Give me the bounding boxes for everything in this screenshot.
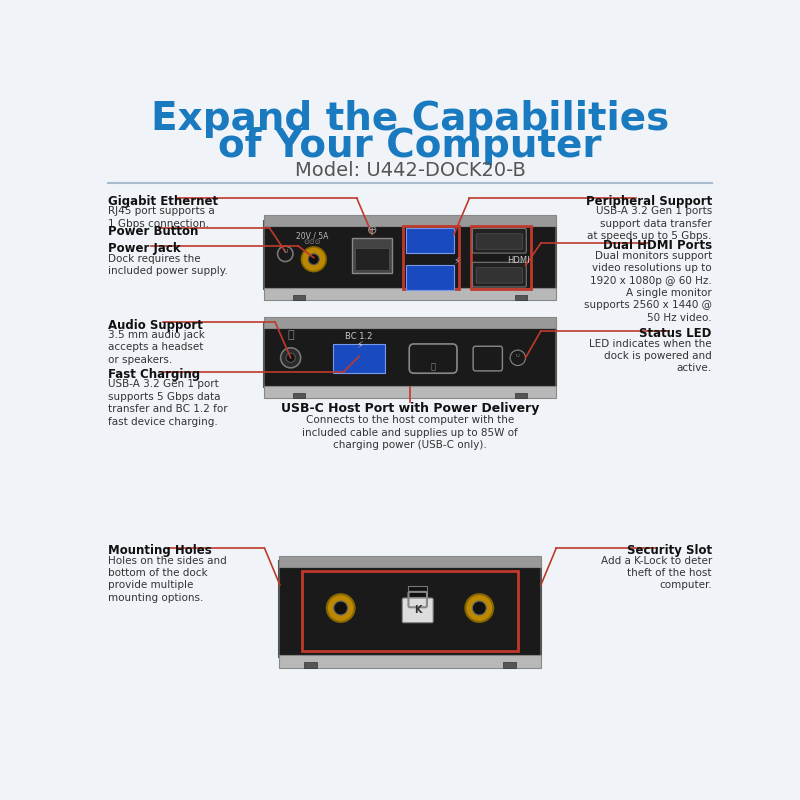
Text: ⊕: ⊕ [367,224,378,238]
Bar [302,571,518,650]
Text: Power Jack: Power Jack [108,242,181,255]
Text: 🎧: 🎧 [287,330,294,340]
Circle shape [308,254,319,265]
FancyBboxPatch shape [402,598,433,622]
Bar [515,393,527,398]
Bar [471,226,531,290]
Circle shape [334,601,348,615]
Bar [293,294,305,300]
Bar [406,266,454,290]
FancyBboxPatch shape [472,262,526,287]
Text: Holes on the sides and
bottom of the dock
provide multiple
mounting options.: Holes on the sides and bottom of the doc… [108,556,227,603]
Text: Dual monitors support
video resolutions up to
1920 x 1080p @ 60 Hz.
A single mon: Dual monitors support video resolutions … [584,250,712,322]
Text: ᵁ: ᵁ [516,354,520,362]
FancyBboxPatch shape [279,562,541,657]
Text: K: K [414,606,422,615]
Bar [403,226,458,290]
Bar [279,556,541,567]
FancyBboxPatch shape [476,268,522,283]
Circle shape [472,601,486,615]
Bar [264,386,556,398]
Text: Fast Charging: Fast Charging [108,368,200,381]
Text: BC 1.2: BC 1.2 [346,332,373,341]
Text: 3.5 mm audio jack
accepts a headset
or speakers.: 3.5 mm audio jack accepts a headset or s… [108,330,205,365]
Text: ⊙⊙⊙: ⊙⊙⊙ [303,239,321,246]
FancyBboxPatch shape [473,346,502,371]
Text: USB-C Host Port with Power Delivery: USB-C Host Port with Power Delivery [281,402,539,414]
Circle shape [286,353,295,362]
Text: Dual HDMI Ports: Dual HDMI Ports [602,239,712,252]
Circle shape [510,350,526,366]
Bar [304,662,317,668]
Circle shape [327,594,354,622]
Text: Gigabit Ethernet: Gigabit Ethernet [108,194,218,207]
Bar [333,344,386,373]
Text: of Your Computer: of Your Computer [218,127,602,165]
Bar [355,249,390,270]
Text: ᵁ: ᵁ [283,249,287,259]
FancyBboxPatch shape [264,322,556,387]
Bar [515,294,527,300]
Text: ⚡: ⚡ [453,256,460,266]
FancyBboxPatch shape [264,221,556,290]
Text: USB-A 3.2 Gen 1 ports
support data transfer
at speeds up to 5 Gbps.: USB-A 3.2 Gen 1 ports support data trans… [587,206,712,241]
Text: Audio Support: Audio Support [108,318,203,331]
Circle shape [281,348,301,368]
Bar [293,393,305,398]
Text: Security Slot: Security Slot [626,544,712,557]
Bar [264,288,556,300]
Bar [409,586,427,597]
Text: Mounting Holes: Mounting Holes [108,544,212,557]
Text: Dock requires the
included power supply.: Dock requires the included power supply. [108,254,228,276]
Text: Model: U442-DOCK20-B: Model: U442-DOCK20-B [294,161,526,180]
Text: LED indicates when the
dock is powered and
active.: LED indicates when the dock is powered a… [590,338,712,374]
Text: RJ45 port supports a
1 Gbps connection.: RJ45 port supports a 1 Gbps connection. [108,206,215,229]
Text: Peripheral Support: Peripheral Support [586,194,712,207]
Text: ⚡: ⚡ [356,340,362,350]
Circle shape [278,246,293,262]
Text: HDMI: HDMI [507,256,530,266]
Text: Power Button: Power Button [108,225,198,238]
FancyBboxPatch shape [472,229,526,253]
Text: Expand the Capabilities: Expand the Capabilities [151,100,669,138]
Text: 20V / 5A: 20V / 5A [296,232,328,241]
Circle shape [466,594,493,622]
Bar [279,655,541,668]
Text: Connects to the host computer with the
included cable and supplies up to 85W of
: Connects to the host computer with the i… [302,414,518,450]
FancyBboxPatch shape [410,344,457,373]
Text: Add a K-Lock to deter
theft of the host
computer.: Add a K-Lock to deter theft of the host … [601,556,712,590]
Text: Status LED: Status LED [639,327,712,340]
FancyBboxPatch shape [476,234,522,250]
Bar [503,662,516,668]
Bar [264,318,556,328]
Bar [264,215,556,226]
Bar [406,229,454,253]
Circle shape [302,247,326,271]
Text: 🔌: 🔌 [430,362,436,371]
Bar [352,238,392,273]
Text: USB-A 3.2 Gen 1 port
supports 5 Gbps data
transfer and BC 1.2 for
fast device ch: USB-A 3.2 Gen 1 port supports 5 Gbps dat… [108,379,228,426]
